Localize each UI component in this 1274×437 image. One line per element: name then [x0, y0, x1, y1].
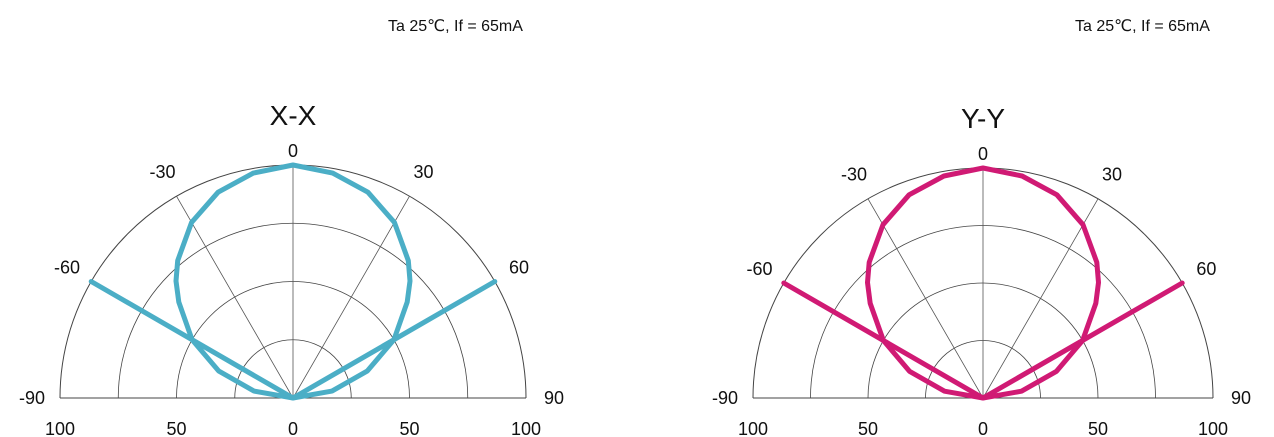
xx-angle-tick-label: -60	[54, 258, 80, 278]
yy-angle-tick-label: 90	[1231, 388, 1251, 408]
yy-angle-tick-label: 30	[1102, 165, 1122, 185]
xx-radiation-curve	[173, 162, 413, 401]
yy-radiation-curve	[865, 165, 1101, 401]
xx-spoke-30	[292, 196, 410, 399]
yy-radial-tick-label: 0	[978, 419, 988, 437]
xx-chart-title: X-X	[270, 100, 317, 131]
yy-angle-tick-label: -30	[841, 165, 867, 185]
xx-angle-tick-label: 0	[288, 141, 298, 161]
xx-radial-tick-label: 100	[45, 419, 75, 437]
xx-angle-tick-label: 60	[509, 258, 529, 278]
xx-radial-tick-label: 0	[288, 419, 298, 437]
yy-ray-m60	[781, 280, 986, 401]
xx-angle-tick-label: 90	[544, 388, 564, 408]
yy-angle-tick-label: -60	[747, 259, 773, 279]
yy-radial-tick-label: 100	[738, 419, 768, 437]
xx-radial-tick-label: 50	[399, 419, 419, 437]
xx-angle-tick-label: 30	[413, 162, 433, 182]
yy-radial-tick-label: 50	[858, 419, 878, 437]
yy-spoke-m30	[867, 198, 984, 399]
xx-spoke-m30	[176, 196, 294, 399]
xx-angle-tick-label: -90	[19, 388, 45, 408]
xx-ray-m60	[88, 279, 296, 401]
yy-radial-tick-label: 100	[1198, 419, 1228, 437]
yy-angle-tick-label: 60	[1196, 259, 1216, 279]
yy-radiation-panel: Ta 25℃, If = 65mA -90 -60 -30 0 30 60 90 100 50 0…	[637, 0, 1274, 437]
yy-condition-label: Ta 25℃, If = 65mA	[1075, 18, 1210, 35]
xx-condition-label: Ta 25℃, If = 65mA	[388, 18, 523, 35]
xx-angle-tick-label: -30	[149, 162, 175, 182]
xx-radiation-panel: Ta 25℃, If = 65mA -90 -60 -30 0 30 60 90 100 50 0…	[19, 18, 564, 437]
yy-chart-title: Y-Y	[961, 103, 1005, 134]
xx-radial-tick-label: 100	[511, 419, 541, 437]
xx-radial-tick-label: 50	[166, 419, 186, 437]
yy-radial-tick-label: 50	[1088, 419, 1108, 437]
yy-angle-tick-label: -90	[712, 388, 738, 408]
xx-ray-60	[290, 279, 498, 401]
yy-ray-60	[980, 280, 1185, 401]
yy-angle-tick-label: 0	[978, 144, 988, 164]
yy-spoke-30	[982, 198, 1099, 399]
